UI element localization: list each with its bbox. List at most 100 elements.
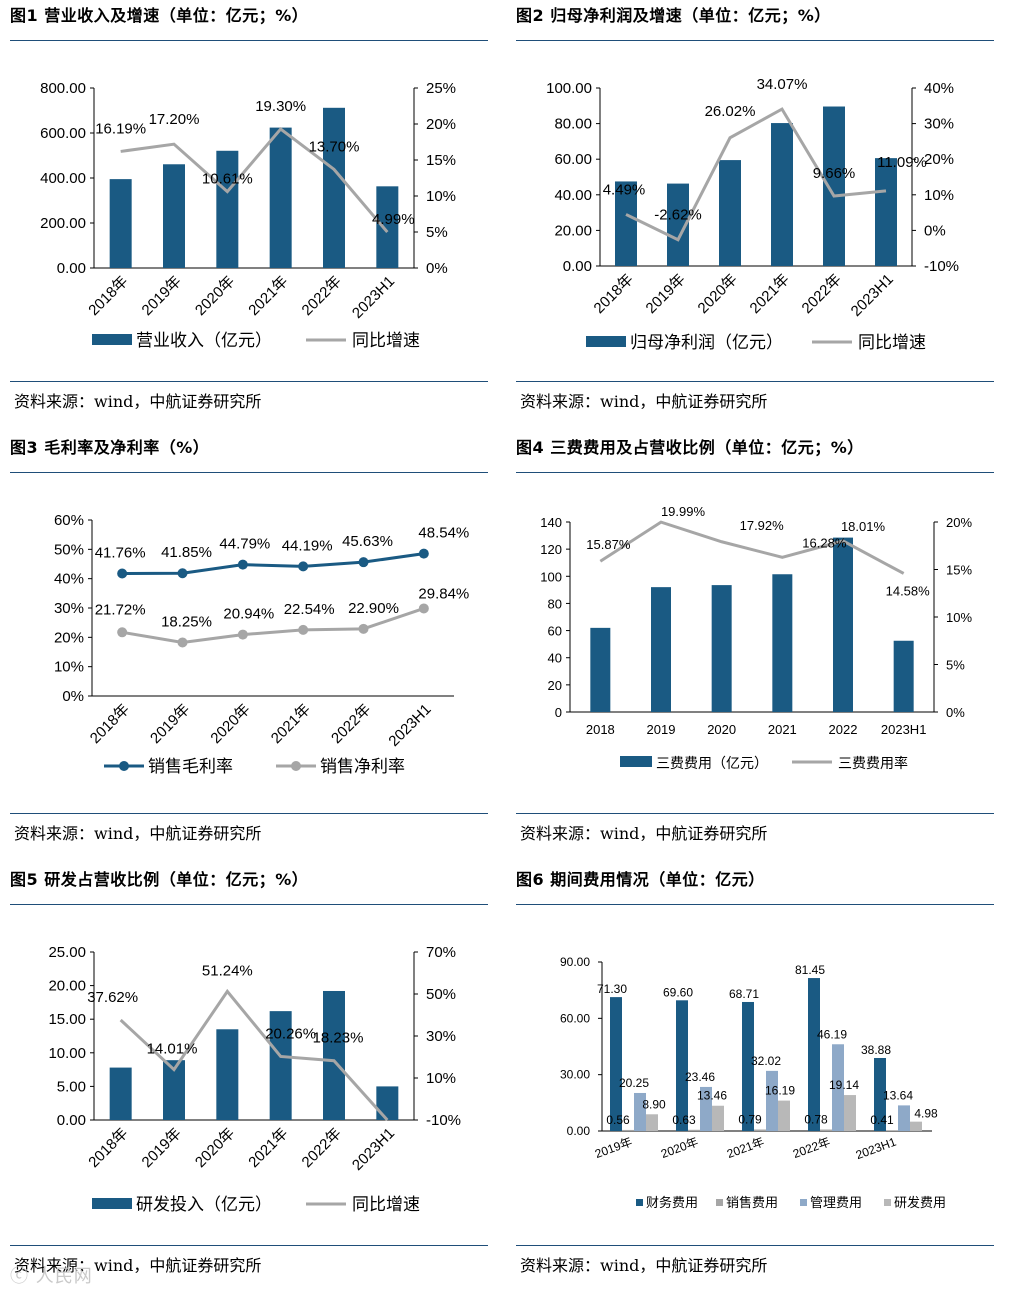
line-marker: [358, 623, 369, 634]
line-marker: [298, 624, 309, 635]
bar: [719, 160, 741, 266]
figure-1-source: 资料来源：wind，中航证券研究所: [14, 392, 262, 411]
y-tick-label: 0.00: [567, 1124, 591, 1138]
left-tick-label: 5.00: [57, 1078, 86, 1095]
legend-bar-label: 研发投入（亿元）: [136, 1195, 272, 1214]
left-tick-label: 0.00: [563, 258, 592, 275]
figure-4-panel: 图4 三费费用及占营收比例（单位：亿元；%） 140 120 100 80 60 40 20…: [516, 432, 994, 860]
y-tick-label: 40%: [54, 571, 84, 588]
category-label: 2021年: [268, 701, 314, 747]
data-label: 32.02: [751, 1054, 781, 1068]
data-label: 17.92%: [740, 518, 785, 533]
bar: [634, 1092, 646, 1131]
figure-6-source: 资料来源：wind，中航证券研究所: [520, 1256, 768, 1275]
legend-bar-label: 三费费用（亿元）: [656, 755, 768, 771]
figure-6-panel: 图6 期间费用情况（单位：亿元） 90.00 60.00 30.00 0.00 71.3…: [516, 864, 994, 1292]
data-label: 26.02%: [705, 103, 756, 120]
left-tick-label: 20: [548, 678, 562, 693]
line-marker: [177, 568, 188, 579]
figure-4-chart: 140 120 100 80 60 40 20 0 20% 15% 10% 5% 0% 15.87% 19.…: [540, 504, 972, 771]
category-label: 2022年: [791, 1135, 832, 1161]
data-label: 19.99%: [661, 504, 706, 519]
right-tick-label: 20%: [924, 151, 954, 168]
data-label: 20.94%: [223, 606, 274, 623]
figure-2-panel: 图2 归母净利润及增速（单位：亿元；%） 100.00 80.00 60.00 40.…: [516, 0, 994, 428]
bar: [823, 106, 845, 267]
bar: [163, 1060, 185, 1120]
left-tick-label: 800.00: [40, 80, 86, 97]
data-label: 13.64: [883, 1088, 913, 1102]
figure-5-panel: 图5 研发占营收比例（单位：亿元；%） 25.00 20.00 15.00 10.00…: [10, 864, 488, 1292]
bar: [844, 1095, 856, 1131]
bar: [832, 1044, 844, 1131]
title-rule: [516, 472, 994, 473]
data-label: -2.62%: [654, 207, 702, 224]
line-series: [121, 607, 425, 644]
bar: [771, 123, 793, 266]
left-tick-label: 15.00: [48, 1011, 86, 1028]
bar: [216, 1029, 239, 1120]
category-label: 2023H1: [854, 1135, 899, 1163]
right-tick-label: 40%: [924, 80, 954, 97]
bar: [754, 1129, 766, 1131]
right-tick-label: 30%: [924, 116, 954, 133]
legend-label: 财务费用: [646, 1195, 698, 1210]
category-label: 2020: [707, 722, 736, 737]
bar: [874, 1057, 886, 1131]
legend-marker: [119, 761, 129, 771]
y-tick-label: 20%: [54, 629, 84, 646]
data-label: 0.63: [672, 1113, 696, 1127]
left-tick-label: 60.00: [554, 151, 592, 168]
right-tick-label: 0%: [946, 705, 965, 720]
figure-6-chart: 90.00 60.00 30.00 0.00 71.30 69.60 68.71 81.45 3…: [560, 955, 946, 1210]
data-label: 4.99%: [372, 211, 415, 228]
category-label: 2023H1: [881, 722, 927, 737]
legend-bar-label: 营业收入（亿元）: [136, 331, 272, 350]
source-rule: [516, 813, 994, 814]
bar: [778, 1100, 790, 1131]
left-tick-label: 600.00: [40, 125, 86, 142]
right-tick-label: 15%: [426, 152, 456, 169]
title-rule: [516, 40, 994, 41]
right-tick-label: 70%: [426, 944, 456, 961]
left-tick-label: 40.00: [554, 187, 592, 204]
category-label: 2023H1: [385, 701, 434, 750]
bar: [610, 997, 622, 1131]
legend-swatch: [716, 1199, 723, 1206]
bar: [875, 158, 897, 266]
figure-2-chart: 100.0080.0060.0040.0020.000.0040%30%20%1…: [546, 76, 959, 352]
category-label: 2018年: [87, 701, 133, 747]
data-label: 9.66%: [813, 165, 856, 182]
left-tick-label: 20.00: [48, 978, 86, 995]
category-label: 2018年: [85, 273, 131, 319]
line-marker: [117, 568, 128, 579]
data-label: 14.01%: [147, 1041, 198, 1058]
category-label: 2020年: [207, 701, 253, 747]
category-label: 2020年: [192, 273, 238, 319]
bar: [667, 183, 689, 266]
legend-label: 管理费用: [810, 1195, 862, 1210]
legend-line-label: 同比增速: [352, 331, 420, 350]
data-label: 0.41: [870, 1113, 894, 1127]
bar: [651, 587, 671, 712]
data-label: 4.98: [914, 1107, 938, 1121]
data-label: 15.87%: [586, 537, 631, 552]
bar: [269, 1011, 292, 1120]
category-label: 2019年: [139, 1125, 185, 1171]
line-marker: [237, 559, 248, 570]
left-tick-label: 200.00: [40, 215, 86, 232]
bar: [216, 150, 239, 268]
line-series: [120, 126, 389, 234]
legend-label: 销售毛利率: [148, 757, 233, 776]
left-tick-label: 40: [548, 651, 562, 666]
line-marker: [358, 557, 369, 568]
source-rule: [10, 381, 488, 382]
data-label: 69.60: [663, 985, 693, 999]
right-tick-label: 50%: [426, 986, 456, 1003]
data-label: 4.49%: [603, 181, 646, 198]
right-tick-label: 10%: [426, 188, 456, 205]
bar: [622, 1129, 634, 1131]
data-label: 46.19: [817, 1027, 847, 1041]
data-label: 0.56: [606, 1113, 630, 1127]
source-rule: [516, 1245, 994, 1246]
